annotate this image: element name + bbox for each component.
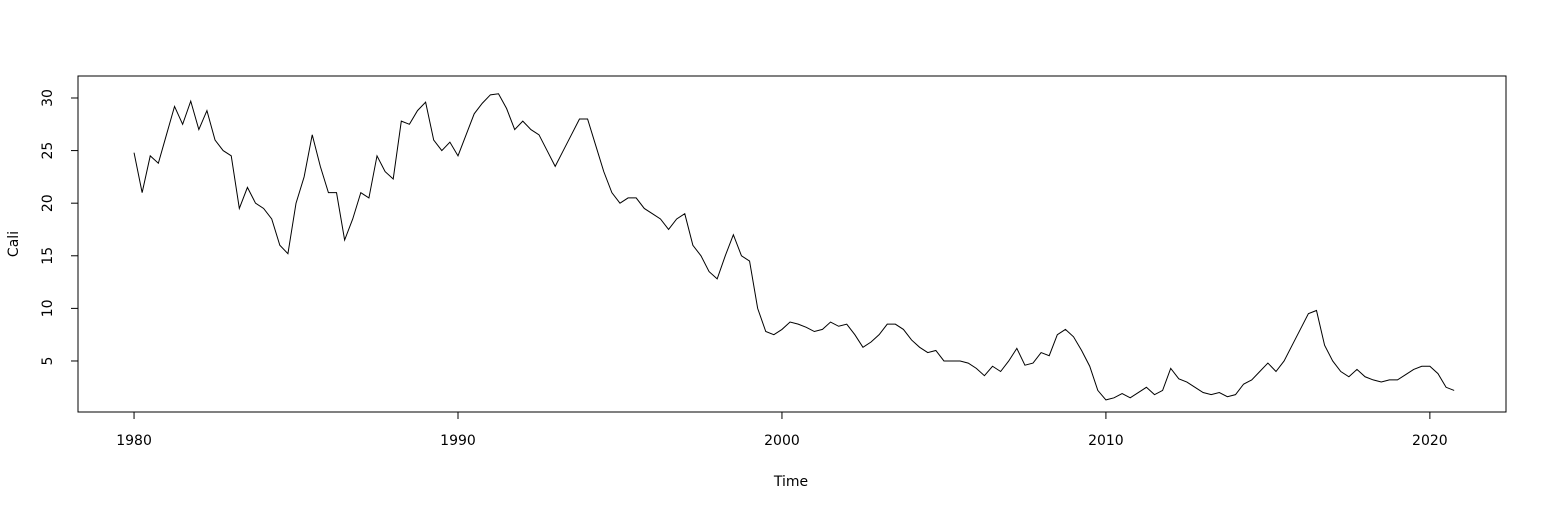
x-axis-label: Time xyxy=(773,474,808,490)
y-tick-label: 10 xyxy=(40,299,56,317)
y-tick-label: 20 xyxy=(40,194,56,212)
y-tick-label: 5 xyxy=(40,357,56,366)
data-line xyxy=(133,93,1455,401)
x-tick-label: 2020 xyxy=(1412,433,1448,449)
y-tick-label: 30 xyxy=(40,89,56,107)
plot-box xyxy=(77,75,1507,413)
x-tick-label: 2000 xyxy=(764,433,800,449)
x-tick-label: 1980 xyxy=(116,433,152,449)
x-tick-label: 2010 xyxy=(1088,433,1124,449)
x-tick-label: 1990 xyxy=(440,433,476,449)
y-tick-label: 25 xyxy=(40,142,56,160)
y-axis-label: Cali xyxy=(6,231,22,257)
y-tick-label: 15 xyxy=(40,247,56,265)
